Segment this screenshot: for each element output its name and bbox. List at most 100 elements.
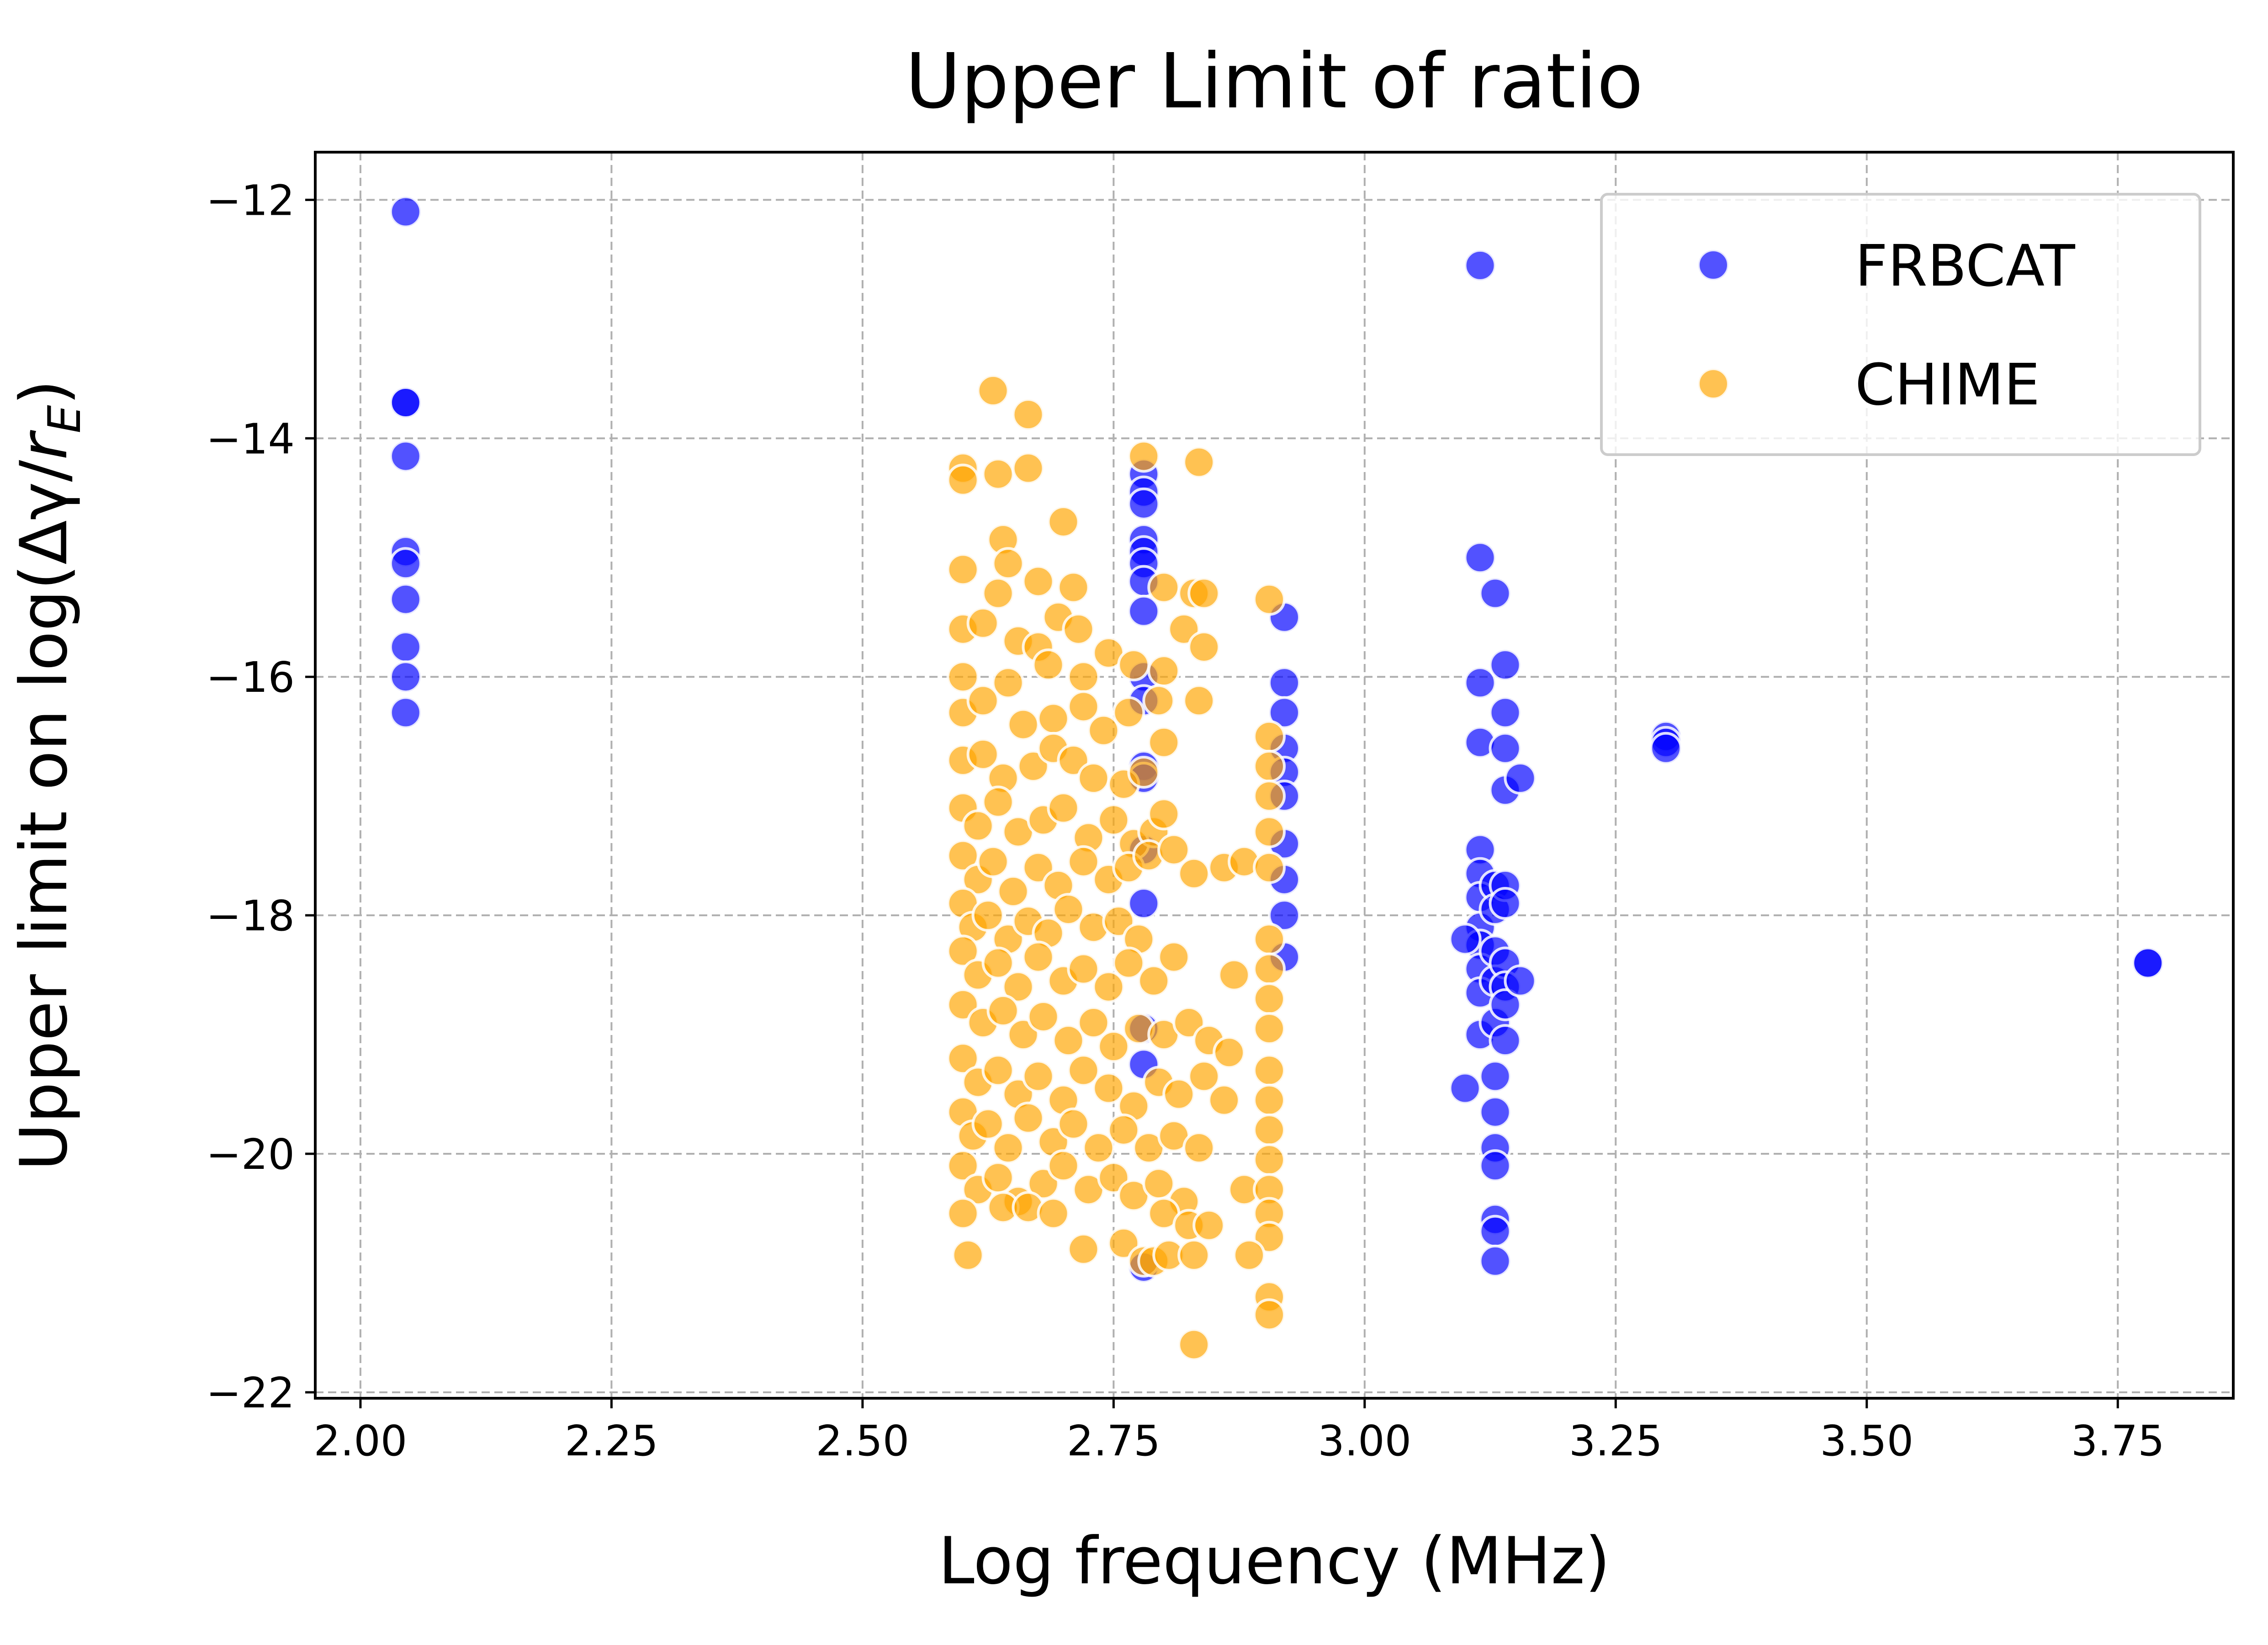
data-point-chime [991, 666, 1025, 700]
data-point-chime [1192, 1209, 1226, 1242]
y-axis-label-suffix: ) [6, 380, 82, 405]
data-point-frbcat [1649, 732, 1683, 765]
data-point-frbcat [1267, 696, 1301, 729]
data-point-chime [996, 875, 1030, 908]
data-point-frbcat [389, 630, 422, 663]
data-point-chime [1007, 708, 1040, 741]
data-point-chime [1092, 1072, 1125, 1105]
data-point-chime [1077, 1006, 1110, 1039]
data-point-frbcat [1504, 762, 1537, 795]
data-point-chime [991, 547, 1025, 580]
data-point-chime [946, 463, 980, 497]
data-point-chime [1082, 1131, 1115, 1164]
data-point-frbcat [1489, 887, 1522, 920]
data-point-chime [1177, 857, 1211, 890]
y-tick-label: −16 [206, 653, 295, 702]
data-point-chime [1253, 749, 1286, 783]
x-tick-label: 2.00 [313, 1417, 407, 1465]
data-point-chime [1218, 958, 1251, 992]
data-point-frbcat [1489, 648, 1522, 682]
x-tick-label: 2.25 [565, 1417, 658, 1465]
legend-marker-frbcat [1697, 249, 1730, 281]
data-point-chime [1182, 684, 1216, 717]
data-point-frbcat [1478, 577, 1512, 610]
data-point-chime [981, 457, 1015, 491]
data-point-frbcat [1489, 1024, 1522, 1057]
data-point-chime [1127, 755, 1160, 789]
data-point-frbcat [1127, 487, 1160, 520]
data-point-chime [1067, 952, 1100, 986]
legend-label-chime: CHIME [1855, 352, 2040, 418]
x-axis: 2.00 2.25 2.50 2.75 3.00 3.25 3.50 3.75 [313, 1398, 2165, 1465]
x-tick-label: 3.00 [1318, 1417, 1411, 1465]
data-point-frbcat [1478, 1244, 1512, 1278]
data-point-chime [1012, 451, 1045, 485]
x-tick-label: 3.25 [1569, 1417, 1663, 1465]
data-point-chime [1253, 923, 1286, 956]
data-point-chime [1067, 690, 1100, 723]
y-tick-label: −18 [206, 891, 295, 940]
data-point-chime [1107, 1113, 1140, 1146]
data-point-chime [1253, 1012, 1286, 1045]
data-point-chime [1067, 845, 1100, 878]
data-point-chime [1002, 970, 1035, 1003]
data-point-frbcat [1489, 732, 1522, 765]
data-point-chime [1157, 940, 1191, 974]
data-point-frbcat [1267, 899, 1301, 932]
data-point-chime [1047, 791, 1080, 825]
data-point-chime [966, 606, 1000, 640]
data-point-chime [1092, 970, 1125, 1003]
data-point-chime [1032, 648, 1065, 682]
series-chime [946, 374, 1286, 1361]
data-point-chime [1057, 1107, 1090, 1141]
data-point-chime [1117, 648, 1150, 682]
data-point-frbcat [1463, 666, 1497, 700]
y-tick-label: −12 [206, 176, 295, 225]
data-point-chime [1233, 1238, 1266, 1272]
data-point-chime [1037, 1197, 1070, 1230]
data-point-chime [1182, 1131, 1216, 1164]
data-point-chime [971, 899, 1005, 932]
data-point-chime [1177, 1238, 1211, 1272]
data-point-frbcat [389, 660, 422, 694]
data-point-frbcat [1478, 1060, 1512, 1093]
data-point-chime [1208, 1083, 1241, 1117]
data-point-frbcat [389, 583, 422, 616]
y-axis-label-subscript: E [39, 405, 91, 433]
data-point-frbcat [1448, 923, 1482, 956]
data-point-frbcat [1504, 964, 1537, 998]
data-point-frbcat [1489, 988, 1522, 1021]
x-tick-label: 3.75 [2071, 1417, 2165, 1465]
data-point-frbcat [1267, 666, 1301, 700]
data-point-chime [1162, 1077, 1196, 1111]
data-point-chime [1022, 940, 1055, 974]
data-point-chime [1213, 1036, 1246, 1069]
data-point-chime [981, 1054, 1015, 1087]
data-point-chime [1253, 583, 1286, 616]
data-point-chime [1037, 702, 1070, 735]
data-point-frbcat [1478, 1095, 1512, 1129]
data-point-chime [1097, 803, 1130, 837]
data-point-chime [981, 785, 1015, 819]
data-point-chime [1177, 1328, 1211, 1361]
data-point-chime [1253, 1054, 1286, 1087]
data-point-frbcat [1463, 541, 1497, 574]
legend-box [1600, 193, 2201, 456]
data-point-chime [971, 1107, 1005, 1141]
data-point-chime [946, 553, 980, 586]
y-tick-label: −20 [206, 1130, 295, 1179]
data-point-chime [1027, 1000, 1060, 1033]
data-point-chime [1052, 893, 1085, 926]
y-axis-label-variable: r [6, 430, 82, 460]
data-point-chime [1253, 1083, 1286, 1117]
data-point-chime [1182, 446, 1216, 479]
data-point-frbcat [1448, 1072, 1482, 1105]
data-point-chime [1127, 440, 1160, 473]
data-point-frbcat [1463, 249, 1497, 282]
data-point-chime [981, 577, 1015, 610]
data-points [389, 195, 2165, 1361]
x-axis-label: Log frequency (MHz) [938, 1523, 1611, 1599]
data-point-chime [1062, 612, 1095, 646]
y-axis-label-prefix: Upper limit on log(Δγ/ [6, 460, 82, 1171]
